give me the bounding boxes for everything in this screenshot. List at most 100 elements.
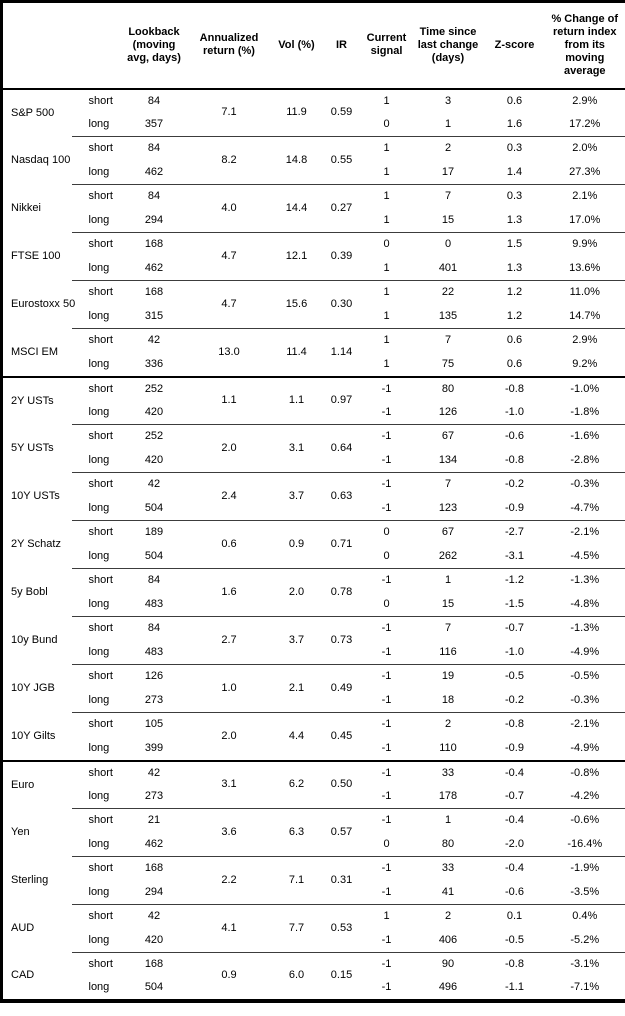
asset-group-row-long: long 462 1 401 1.3 13.6%	[2, 257, 625, 281]
signal-value: -1	[361, 616, 412, 641]
signal-value: 0	[383, 117, 390, 130]
zscore-value: -0.4	[484, 856, 545, 881]
asset-group-row-long: long 483 0 15 -1.5 -4.8%	[2, 593, 625, 617]
zscore-value: -0.9	[505, 501, 524, 514]
lookback-value: 420	[144, 405, 164, 418]
lookback-value: 273	[144, 693, 164, 706]
vol-value: 11.9	[286, 106, 307, 119]
vol-value: 15.6	[271, 280, 322, 329]
pct-change-value: -4.9%	[570, 645, 600, 658]
lookback-value: 399	[144, 741, 164, 754]
ir-value: 0.45	[321, 712, 362, 761]
lookback-value: 84	[121, 184, 187, 209]
lookback-value: 84	[121, 136, 187, 161]
zscore-value: 1.6	[506, 117, 523, 130]
lookback-value: 42	[147, 766, 161, 779]
time-since-value: 75	[441, 357, 455, 370]
asset-name: S&P 500	[11, 106, 55, 119]
side-label: short	[71, 568, 122, 593]
header-row: Lookback (moving avg, days) Annualized r…	[2, 2, 625, 89]
asset-group-row-long: long 399 -1 110 -0.9 -4.9%	[2, 737, 625, 761]
time-since-value: 19	[411, 664, 485, 689]
pct-change-value: 0.4%	[544, 904, 625, 929]
lookback-value: 84	[147, 94, 161, 107]
side-label: short	[71, 136, 122, 161]
pct-change-value: -1.0%	[570, 382, 600, 395]
signal-value: 1	[383, 94, 390, 107]
side-label: long	[88, 837, 110, 850]
pct-change-value: 2.9%	[544, 328, 625, 353]
vol-value: 2.0	[271, 568, 322, 617]
pct-change-value: -7.1%	[570, 981, 600, 993]
time-since-value: 406	[438, 933, 458, 946]
side-label: long	[88, 405, 110, 418]
asset-name: 5Y USTs	[11, 442, 54, 454]
asset-name: Sterling	[11, 874, 49, 886]
zscore-value: -1.0	[505, 405, 524, 418]
lookback-value: 21	[121, 808, 187, 833]
signal-value: 0	[383, 597, 390, 610]
zscore-value: 1.4	[506, 165, 523, 178]
vol-value: 3.7	[271, 616, 322, 665]
signal-value: 0	[361, 520, 412, 545]
side-label: long	[88, 261, 110, 274]
side-label: long	[88, 357, 110, 370]
side-label: short	[71, 952, 122, 977]
signal-value: -1	[361, 568, 412, 593]
asset-group-row: Eurostoxx 50 short 168 4.7 15.6 0.30 1 22 1.2 11.…	[2, 280, 625, 329]
signal-value: -1	[361, 856, 412, 881]
annualized-return-value: 4.7	[186, 232, 272, 281]
signal-value: 1	[383, 357, 390, 370]
time-since-value: 2	[411, 136, 485, 161]
side-label: long	[88, 789, 110, 802]
time-since-value: 41	[441, 885, 455, 898]
side-label: short	[71, 328, 122, 353]
time-since-value: 2	[411, 712, 485, 737]
asset-group-row-long: long 294 -1 41 -0.6 -3.5%	[2, 881, 625, 905]
signal-value: -1	[381, 885, 392, 898]
vol-value: 2.1	[271, 664, 322, 713]
signal-value: 1	[361, 904, 412, 929]
asset-group-row-long: long 504 0 262 -3.1 -4.5%	[2, 545, 625, 569]
ir-value: 0.64	[321, 424, 362, 473]
col-header-annualized-return: Annualized return (%)	[199, 32, 259, 58]
asset-group-row: Euro short 42 3.1 6.2 0.50 -1 33 -0.4 -0.8%	[2, 761, 625, 791]
lookback-value: 42	[121, 904, 187, 929]
annualized-return-value: 3.6	[186, 808, 272, 857]
vol-value: 11.4	[271, 328, 322, 377]
time-since-value: 178	[438, 789, 458, 802]
annualized-return-value: 2.7	[186, 616, 272, 665]
time-since-value: 67	[411, 520, 485, 545]
annualized-return-value: 2.0	[186, 424, 272, 473]
pct-change-value: -0.5%	[544, 664, 625, 689]
table-header: Lookback (moving avg, days) Annualized r…	[1, 2, 625, 89]
lookback-value: 252	[144, 382, 164, 395]
pct-change-value: -2.8%	[570, 453, 600, 466]
signal-value: -1	[361, 472, 412, 497]
time-since-value: 22	[411, 280, 485, 305]
side-label: long	[88, 981, 110, 993]
side-label: short	[88, 766, 113, 779]
col-header-side	[72, 2, 122, 89]
pct-change-value: 27.3%	[569, 165, 601, 178]
vol-value: 14.8	[271, 136, 322, 185]
time-since-value: 18	[441, 693, 455, 706]
time-since-value: 0	[411, 232, 485, 257]
ir-value: 0.73	[321, 616, 362, 665]
signal-value: -1	[361, 664, 412, 689]
lookback-value: 168	[121, 280, 187, 305]
asset-group-row-long: long 336 1 75 0.6 9.2%	[2, 353, 625, 377]
col-header-vol: Vol (%)	[278, 38, 315, 51]
time-since-value: 15	[441, 213, 455, 226]
pct-change-value: -1.3%	[544, 568, 625, 593]
lookback-value: 294	[144, 213, 164, 226]
lookback-value: 420	[144, 933, 164, 946]
pct-change-value: 17.2%	[569, 117, 601, 130]
zscore-value: 0.1	[484, 904, 545, 929]
signal-value: 1	[383, 309, 390, 322]
side-label: short	[71, 904, 122, 929]
signal-value: 1	[383, 165, 390, 178]
col-header-current-signal: Current signal	[366, 32, 407, 58]
zscore-value: -2.0	[505, 837, 524, 850]
zscore-value: -0.6	[484, 424, 545, 449]
